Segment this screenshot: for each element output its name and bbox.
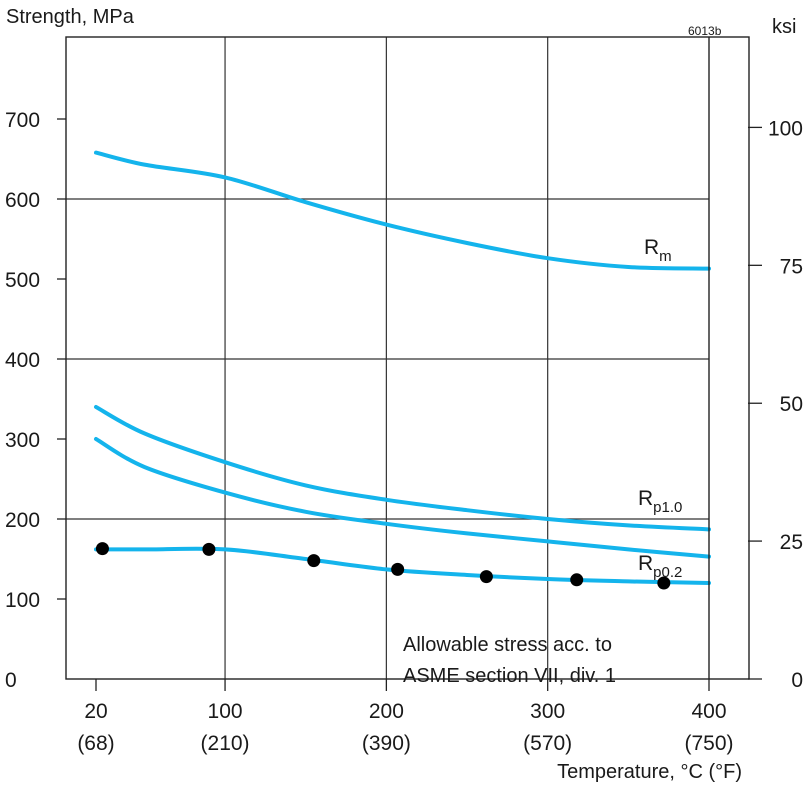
- y-tick-label-700: 700: [5, 109, 40, 132]
- y-axis-title-left: Strength, MPa: [6, 6, 135, 28]
- x-tick-label-200: 200: [369, 700, 404, 723]
- y-axis-title-right: ksi: [772, 16, 796, 38]
- series-line-rm: [94, 150, 711, 271]
- ksi-tick-label-50: 50: [780, 393, 803, 416]
- x-tick-sublabel-200: (390): [362, 732, 411, 755]
- y-tick-label-600: 600: [5, 189, 40, 212]
- figure-code: 6013b: [688, 24, 722, 38]
- series-curves: [94, 150, 711, 585]
- x-tick-label-300: 300: [530, 700, 565, 723]
- y-tick-label-0: 0: [5, 669, 17, 692]
- series-labels: Rm Rp1.0 Rp0.2: [638, 236, 682, 581]
- series-label-rp0-2: Rp0.2: [638, 552, 682, 581]
- data-point: [391, 562, 405, 576]
- plot-frame: [65, 36, 750, 680]
- data-point: [202, 542, 216, 556]
- ksi-tick-label-100: 100: [768, 117, 803, 140]
- y-tick-label-100: 100: [5, 589, 40, 612]
- x-tick-label-400: 400: [691, 700, 726, 723]
- x-tick-label-20: 20: [84, 700, 107, 723]
- data-point: [95, 542, 109, 556]
- y-tick-label-500: 500: [5, 269, 40, 292]
- series-line-rp0-2: [94, 437, 711, 559]
- series-label-rp1-0: Rp1.0: [638, 487, 682, 516]
- y-tick-label-300: 300: [5, 429, 40, 452]
- x-axis-title: Temperature, °C (°F): [557, 761, 742, 783]
- axes: [57, 36, 762, 691]
- data-point: [657, 576, 671, 590]
- gridlines: [66, 37, 709, 679]
- data-point: [479, 570, 493, 584]
- annotation-line-1: Allowable stress acc. to: [403, 634, 612, 656]
- series-line-allowable-stress: [94, 546, 711, 585]
- allowable-stress-points: [95, 542, 671, 590]
- ksi-tick-label-75: 75: [780, 255, 803, 278]
- data-point: [570, 573, 584, 587]
- data-point: [307, 554, 321, 568]
- y-tick-label-400: 400: [5, 349, 40, 372]
- ksi-tick-label-0: 0: [791, 669, 803, 692]
- series-label-rm: Rm: [644, 236, 672, 265]
- x-tick-sublabel-300: (570): [523, 732, 572, 755]
- series-line-rp1-0: [94, 405, 711, 532]
- ksi-tick-label-25: 25: [780, 531, 803, 554]
- annotation-line-2: ASME section VII, div. 1: [403, 665, 616, 687]
- x-tick-sublabel-20: (68): [77, 732, 114, 755]
- x-tick-sublabel-400: (750): [684, 732, 733, 755]
- x-tick-sublabel-100: (210): [201, 732, 250, 755]
- x-tick-label-100: 100: [208, 700, 243, 723]
- y-tick-label-200: 200: [5, 509, 40, 532]
- tick-labels: 0 100 200 300 400 500 600 700 0 25 50 75 100 20 (68) 10…: [5, 109, 803, 755]
